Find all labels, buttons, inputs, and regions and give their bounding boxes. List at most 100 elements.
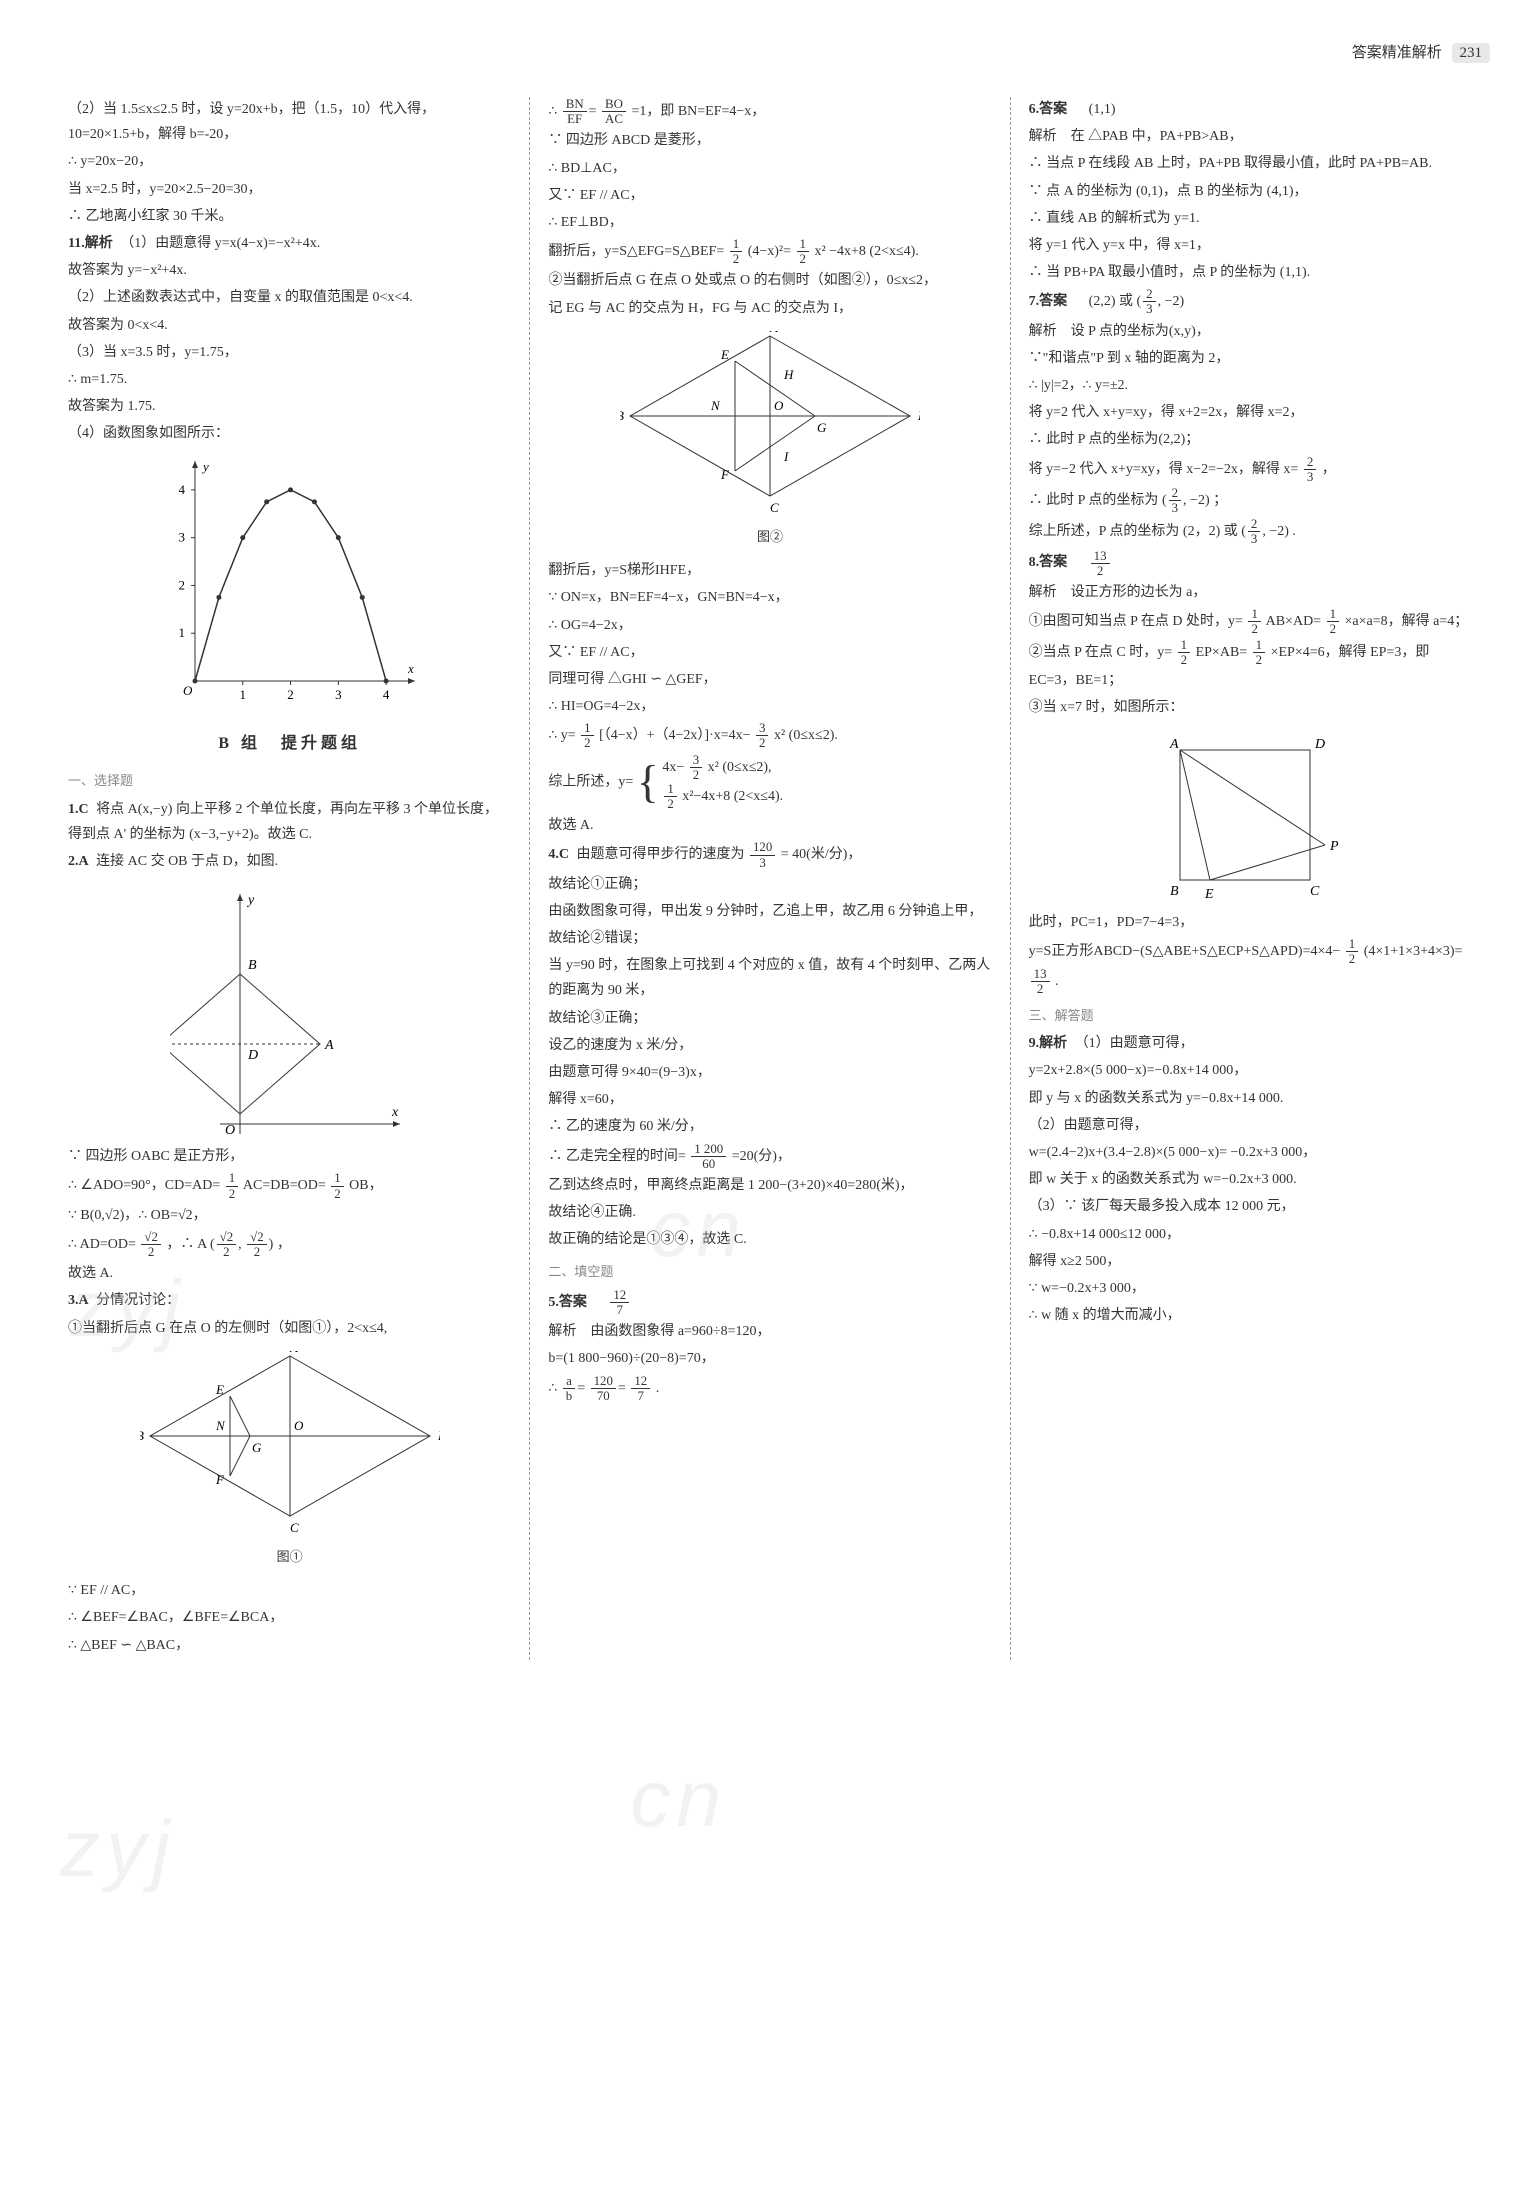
text: ∴ 此时 P 点的坐标为 [1029, 493, 1159, 508]
text: 此时，PC=1，PD=7−4=3， [1029, 910, 1472, 935]
prob-label: 7.答案 [1029, 289, 1068, 314]
text: 故结论②错误； [548, 926, 991, 951]
text: ∴ HI=OG=4−2x， [548, 694, 991, 719]
problem-5: 5.答案 127 [548, 1288, 991, 1317]
text: 即 y 与 x 的函数关系式为 y=−0.8x+14 000. [1029, 1086, 1472, 1111]
text-with-fraction: ∴ AD=OD= √22 ，∴ A (√22, √22) ， [68, 1230, 511, 1259]
text-with-fraction: 综上所述，P 点的坐标为 (2，2) 或 (23, −2) . [1029, 517, 1472, 546]
text: （2）上述函数表达式中，自变量 x 的取值范围是 0<x<4. [68, 285, 511, 310]
text: 记 EG 与 AC 的交点为 H，FG 与 AC 的交点为 I， [548, 296, 991, 321]
svg-text:F: F [215, 1472, 225, 1487]
text: ，∴ A [166, 1237, 206, 1252]
text: 解得 x=60， [548, 1087, 991, 1112]
text: ∴ 直线 AB 的解析式为 y=1. [1029, 206, 1472, 231]
answer-heading: 三、解答题 [1029, 1004, 1472, 1027]
text: 又∵ EF // AC， [548, 183, 991, 208]
fraction-icon: 12 [797, 237, 809, 266]
fraction-icon: 1 20060 [691, 1142, 726, 1171]
text: 故结论①正确； [548, 872, 991, 897]
svg-text:O: O [183, 683, 193, 698]
prob-label: 8.答案 [1029, 550, 1068, 575]
text: ∴ ∠ADO=90°，CD=AD= [68, 1178, 220, 1193]
text: 连接 AC 交 OB 于点 D，如图. [96, 854, 278, 869]
column-layout: （2）当 1.5≤x≤2.5 时，设 y=20x+b，把（1.5，10）代入得，… [50, 97, 1490, 1660]
text: （3）当 x=3.5 时，y=1.75， [68, 340, 511, 365]
fraction-icon: 23 [1169, 486, 1181, 515]
svg-text:C: C [290, 1520, 299, 1535]
text: w=(2.4−2)x+(3.4−2.8)×(5 000−x)= −0.2x+3 … [1029, 1140, 1472, 1165]
svg-text:A: A [1169, 737, 1179, 752]
text: y=S正方形ABCD−(S△ABE+S△ECP+S△APD)=4×4− [1029, 944, 1341, 959]
square-abcd-figure: A D B C E P [1029, 730, 1472, 900]
text: 由题意可得 9×40=(9−3)x， [548, 1060, 991, 1085]
fraction-icon: √22 [217, 1230, 237, 1259]
prob-label: 1.C [68, 797, 89, 822]
fraction-icon: √22 [247, 1230, 267, 1259]
text: 设乙的速度为 x 米/分， [548, 1033, 991, 1058]
brace-icon: { [637, 770, 659, 793]
text: ∴ OG=4−2x， [548, 613, 991, 638]
text: =20(分)， [732, 1148, 791, 1163]
text: ∵ w=−0.2x+3 000， [1029, 1276, 1472, 1301]
column-1: （2）当 1.5≤x≤2.5 时，设 y=20x+b，把（1.5，10）代入得，… [50, 97, 529, 1660]
text: AC=DB=OD= [243, 1178, 326, 1193]
text: ③当 x=7 时，如图所示： [1029, 695, 1472, 720]
problem-9: 9.解析 （1）由题意可得， [1029, 1031, 1472, 1056]
text: ∵ 四边形 OABC 是正方形， [68, 1144, 511, 1169]
text: 同理可得 △GHI ∽ △GEF， [548, 667, 991, 692]
text: x² (0≤x≤2). [774, 728, 838, 743]
problem-7: 7.答案 (2,2) 或 (23, −2) [1029, 287, 1472, 316]
text: ∴ [548, 104, 560, 119]
problem-2: 2.A 连接 AC 交 OB 于点 D，如图. [68, 849, 511, 874]
svg-text:1: 1 [178, 626, 185, 641]
svg-text:P: P [1329, 839, 1339, 854]
prob-label: 5.答案 [548, 1290, 587, 1315]
problem-6: 6.答案 (1,1) [1029, 97, 1472, 122]
text: ∴ 当 PB+PA 取最小值时，点 P 的坐标为 (1,1). [1029, 260, 1472, 285]
text: 故结论④正确. [548, 1200, 991, 1225]
text: ∴ |y|=2，∴ y=±2. [1029, 373, 1472, 398]
text-with-fraction: ∴ 乙走完全程的时间= 1 20060 =20(分)， [548, 1142, 991, 1171]
square-oabc-figure: y B C A D O x [68, 884, 511, 1134]
fraction-icon: 32 [690, 753, 702, 782]
svg-text:2: 2 [287, 687, 294, 702]
text: ； [1213, 493, 1227, 508]
cases-expr: 综上所述，y= { 4x− 32 x² (0≤x≤2), 12 x²−4x+8 … [548, 753, 991, 812]
fraction-icon: 12070 [591, 1374, 616, 1403]
text: （4）函数图象如图所示： [68, 421, 511, 446]
text-with-fraction: ②当点 P 在点 C 时，y= 12 EP×AB= 12 ×EP×4=6，解得 … [1029, 638, 1472, 693]
svg-text:B: B [620, 408, 624, 423]
svg-text:B: B [248, 958, 257, 973]
svg-text:C: C [770, 500, 779, 515]
text: 故结论③正确； [548, 1006, 991, 1031]
svg-text:G: G [817, 420, 827, 435]
text: ∴ −0.8x+14 000≤12 000， [1029, 1222, 1472, 1247]
text: ∴ y= [548, 728, 575, 743]
text: (4×1+1×3+4×3)= [1364, 944, 1463, 959]
svg-text:B: B [140, 1428, 144, 1443]
prob-label: 9.解析 [1029, 1031, 1068, 1056]
text: 翻折后，y=S△EFG=S△BEF= [548, 244, 724, 259]
parabola-chart: 12341234Oxy [68, 456, 511, 716]
choice-heading: 一、选择题 [68, 769, 511, 792]
text: 将 y=−2 代入 x+y=xy，得 x−2=−2x，解得 x= [1029, 461, 1299, 476]
text: OB， [349, 1178, 382, 1193]
watermark: cn [630, 1727, 727, 1871]
problem-8: 8.答案 132 [1029, 549, 1472, 578]
header-title: 答案精准解析 [1352, 45, 1442, 61]
svg-text:x: x [407, 661, 414, 676]
text: 当 x=2.5 时，y=20×2.5−20=30， [68, 177, 511, 202]
prob-label: 3.A [68, 1288, 89, 1313]
text: 解析 由函数图象得 a=960÷8=120， [548, 1319, 991, 1344]
text-with-fraction: ∴ 此时 P 点的坐标为 (23, −2) ； [1029, 486, 1472, 515]
text: ②当点 P 在点 C 时，y= [1029, 645, 1173, 660]
svg-text:2: 2 [178, 578, 185, 593]
text: ， [1322, 461, 1336, 476]
text: ∴ 此时 P 点的坐标为(2,2)； [1029, 427, 1472, 452]
text: ∴ ∠BEF=∠BAC，∠BFE=∠BCA， [68, 1605, 511, 1630]
svg-text:H: H [783, 367, 794, 382]
text: = 40(米/分)， [781, 847, 862, 862]
text: ∵ 点 A 的坐标为 (0,1)，点 B 的坐标为 (4,1)， [1029, 179, 1472, 204]
svg-text:A: A [324, 1038, 334, 1053]
svg-text:E: E [215, 1382, 224, 1397]
